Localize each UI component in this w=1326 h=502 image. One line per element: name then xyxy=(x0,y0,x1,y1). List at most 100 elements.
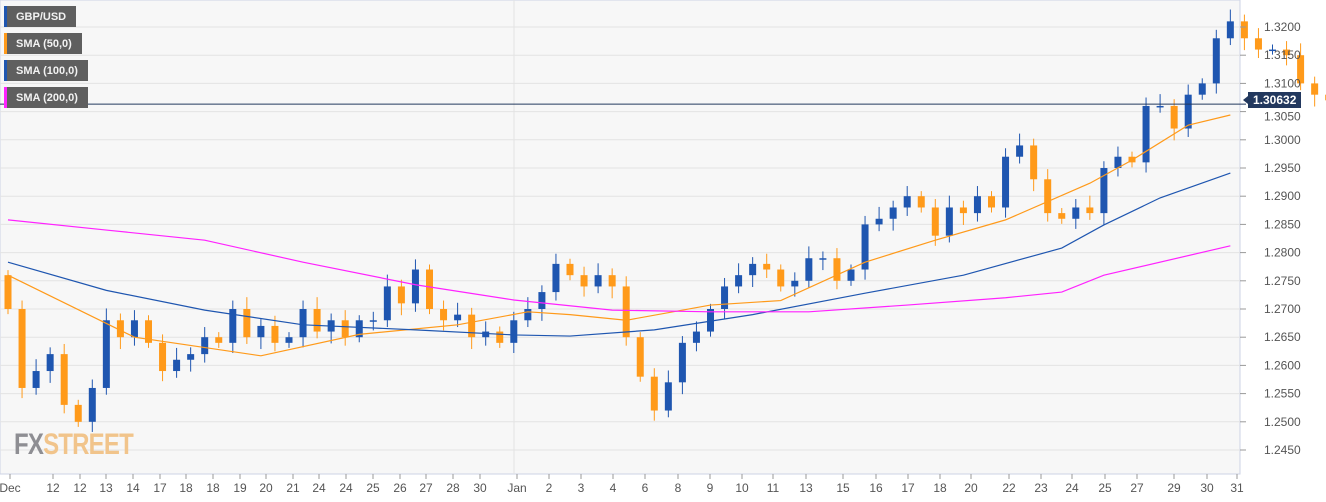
candle xyxy=(46,347,54,383)
x-tick-label: 20 xyxy=(259,481,273,495)
x-tick-label: 24 xyxy=(1065,481,1079,495)
x-tick-label: 2 xyxy=(546,481,553,495)
y-tick-label: 1.3200 xyxy=(1264,20,1301,34)
candle xyxy=(74,399,82,427)
candle xyxy=(931,199,939,246)
x-tick-label: 20 xyxy=(964,481,978,495)
x-tick-label: 12 xyxy=(73,481,87,495)
fxstreet-logo: FXSTREET xyxy=(14,428,134,461)
x-tick-label: 11 xyxy=(767,481,780,495)
plot-area xyxy=(0,0,1241,475)
candle xyxy=(397,279,405,316)
x-tick-label: 22 xyxy=(1002,481,1016,495)
candle xyxy=(454,302,462,328)
x-tick-label: 18 xyxy=(206,481,220,495)
candle xyxy=(917,191,925,213)
candle xyxy=(285,332,293,348)
current-price-label: 1.30632 xyxy=(1242,92,1302,108)
candle xyxy=(173,347,181,378)
x-tick-label: 6 xyxy=(642,481,649,495)
candle xyxy=(861,215,869,280)
candle xyxy=(201,327,209,363)
x-tick-label: 24 xyxy=(339,481,353,495)
y-tick-label: 1.3050 xyxy=(1264,110,1301,124)
candle xyxy=(833,248,841,290)
legend-sma50[interactable]: SMA (50,0) xyxy=(4,33,82,54)
x-tick-label: 25 xyxy=(1098,481,1112,495)
candle xyxy=(791,272,799,297)
y-tick-label: 1.2750 xyxy=(1264,274,1301,288)
candle xyxy=(763,253,771,278)
candle xyxy=(805,246,813,288)
x-tick-label: 19 xyxy=(233,481,247,495)
y-tick-label: 1.3100 xyxy=(1264,76,1301,90)
x-tick-label: Dec xyxy=(0,481,21,495)
candle xyxy=(566,258,574,281)
x-tick-label: 13 xyxy=(99,481,113,495)
x-tick-label: 13 xyxy=(799,481,813,495)
y-tick-label: 1.2600 xyxy=(1264,358,1301,372)
candle xyxy=(187,347,195,372)
candle xyxy=(1072,199,1080,229)
x-tick-label: 17 xyxy=(901,481,915,495)
sma-100-line xyxy=(7,172,1231,337)
candle xyxy=(707,303,714,337)
candle xyxy=(313,297,321,339)
x-tick-label: 27 xyxy=(419,481,433,495)
candle xyxy=(1297,43,1305,91)
candle xyxy=(580,266,588,297)
candle xyxy=(903,186,911,216)
candle xyxy=(819,251,827,271)
candle xyxy=(215,332,223,348)
candle xyxy=(116,313,124,350)
x-tick-label: 8 xyxy=(675,481,682,495)
candle xyxy=(496,326,504,348)
candle xyxy=(355,315,363,343)
legend-sma200[interactable]: SMA (200,0) xyxy=(4,87,88,108)
candle xyxy=(552,253,560,301)
candle xyxy=(159,334,167,382)
candle xyxy=(875,206,883,232)
candle xyxy=(1058,208,1066,224)
candle xyxy=(664,370,672,418)
legend-sma100[interactable]: SMA (100,0) xyxy=(4,60,88,81)
candle xyxy=(1240,14,1248,51)
legend-label: SMA (200,0) xyxy=(16,91,78,104)
candle xyxy=(60,343,68,414)
y-tick-label: 1.2900 xyxy=(1264,189,1301,203)
x-tick-label: 28 xyxy=(446,481,460,495)
x-tick-label: 12 xyxy=(46,481,60,495)
x-tick-label: 27 xyxy=(1130,481,1144,495)
candle xyxy=(1016,133,1024,164)
x-tick-label: 16 xyxy=(869,481,883,495)
candle xyxy=(1156,94,1164,113)
candle xyxy=(1044,169,1052,222)
candle xyxy=(1114,146,1122,177)
candle xyxy=(440,300,448,331)
candle xyxy=(1226,9,1234,46)
candle xyxy=(468,307,476,350)
candle xyxy=(735,263,743,294)
y-tick-label: 1.2500 xyxy=(1264,415,1301,429)
candle xyxy=(1212,29,1220,94)
candle xyxy=(988,191,995,213)
candle xyxy=(1184,84,1192,137)
x-tick-label: Jan xyxy=(507,481,526,495)
candle xyxy=(678,336,686,395)
legend-gbpusd[interactable]: GBP/USD xyxy=(4,6,77,27)
candle xyxy=(1198,78,1206,100)
candle xyxy=(777,264,785,292)
candle xyxy=(1086,195,1094,220)
legend-label: SMA (100,0) xyxy=(16,64,78,77)
y-tick-label: 1.2550 xyxy=(1264,387,1301,401)
candle xyxy=(426,264,433,315)
candle xyxy=(973,186,981,222)
x-tick-label: 30 xyxy=(1200,481,1214,495)
candle xyxy=(88,379,96,432)
x-tick-label: 17 xyxy=(153,481,167,495)
sma-50-line xyxy=(7,114,1231,357)
x-tick-label: 4 xyxy=(610,481,617,495)
candle xyxy=(411,259,419,312)
candle xyxy=(102,308,110,395)
